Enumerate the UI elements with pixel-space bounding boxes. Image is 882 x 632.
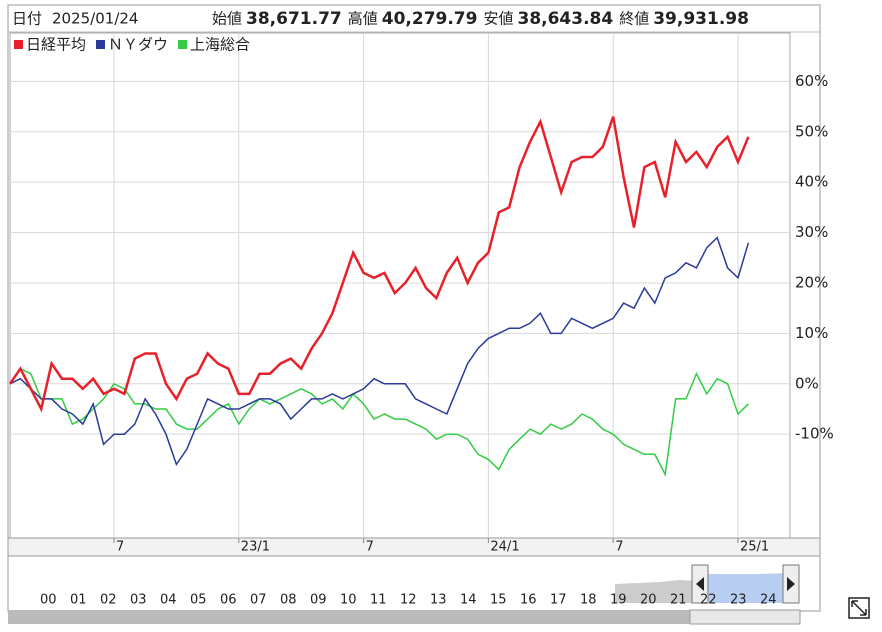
x-tick-label: 24/1 — [490, 540, 519, 555]
info-value: 39,931.98 — [653, 9, 749, 29]
y-tick-label: -10% — [795, 425, 834, 443]
series-line — [9, 236, 750, 467]
navigator-label: 10 — [340, 593, 357, 608]
navigator-label: 00 — [40, 593, 57, 608]
navigator-label: 03 — [130, 593, 147, 608]
y-tick-label: 10% — [795, 324, 828, 342]
navigator-label: 02 — [100, 593, 117, 608]
x-tick-label: 23/1 — [241, 540, 270, 555]
x-tick-label: 7 — [116, 540, 124, 555]
info-label: 終値 — [619, 10, 649, 28]
info-label: 高値 — [348, 10, 378, 28]
info-value: 40,279.79 — [382, 9, 478, 29]
y-tick-label: 30% — [795, 223, 828, 241]
navigator-label: 14 — [460, 593, 477, 608]
navigator-label: 13 — [430, 593, 447, 608]
navigator-label: 24 — [760, 593, 777, 608]
y-tick-label: 40% — [795, 173, 828, 191]
series-line — [9, 367, 749, 477]
legend-swatch — [178, 40, 188, 49]
navigator-label: 12 — [400, 593, 417, 608]
series-line — [8, 116, 750, 413]
x-tick-label: 25/1 — [740, 540, 769, 555]
navigator-label: 15 — [490, 593, 507, 608]
scrollbar-thumb[interactable] — [689, 609, 801, 625]
navigator-label: 23 — [730, 593, 747, 608]
scrollbar-track[interactable] — [8, 610, 800, 624]
date-value: 2025/01/24 — [52, 10, 138, 28]
legend-label: ＮＹダウ — [108, 36, 168, 54]
navigator-label: 21 — [670, 593, 687, 608]
navigator-label: 01 — [70, 593, 87, 608]
legend-label: 上海総合 — [190, 36, 250, 54]
navigator-label: 08 — [280, 593, 297, 608]
y-tick-label: 50% — [795, 122, 828, 140]
navigator-label: 06 — [220, 593, 237, 608]
resize-icon[interactable] — [848, 597, 870, 619]
y-tick-label: 0% — [795, 374, 819, 392]
navigator-label: 22 — [700, 593, 717, 608]
info-value: 38,671.77 — [246, 9, 342, 29]
navigator-label: 07 — [250, 593, 267, 608]
handle-arrow — [696, 577, 704, 591]
x-axis-band — [7, 537, 821, 557]
date-label: 日付 — [12, 10, 42, 28]
navigator-selection[interactable] — [702, 574, 790, 603]
navigator-label: 19 — [610, 593, 627, 608]
plot-area — [9, 32, 791, 539]
legend-label: 日経平均 — [26, 36, 86, 54]
navigator-label: 11 — [370, 593, 387, 608]
navigator-label: 09 — [310, 593, 327, 608]
y-tick-label: 60% — [795, 72, 828, 90]
navigator-label: 18 — [580, 593, 597, 608]
info-label: 安値 — [483, 10, 513, 28]
navigator-label: 05 — [190, 593, 207, 608]
info-label: 始値 — [212, 10, 242, 28]
x-tick-label: 7 — [615, 540, 623, 555]
navigator-label: 16 — [520, 593, 537, 608]
info-value: 38,643.84 — [517, 9, 613, 29]
x-tick-label: 7 — [366, 540, 374, 555]
navigator-label: 04 — [160, 593, 177, 608]
navigator-label: 20 — [640, 593, 657, 608]
legend-swatch — [14, 40, 23, 49]
handle-arrow — [787, 577, 795, 591]
legend-swatch — [96, 40, 106, 49]
y-tick-label: 20% — [795, 273, 828, 291]
navigator-label: 17 — [550, 593, 567, 608]
